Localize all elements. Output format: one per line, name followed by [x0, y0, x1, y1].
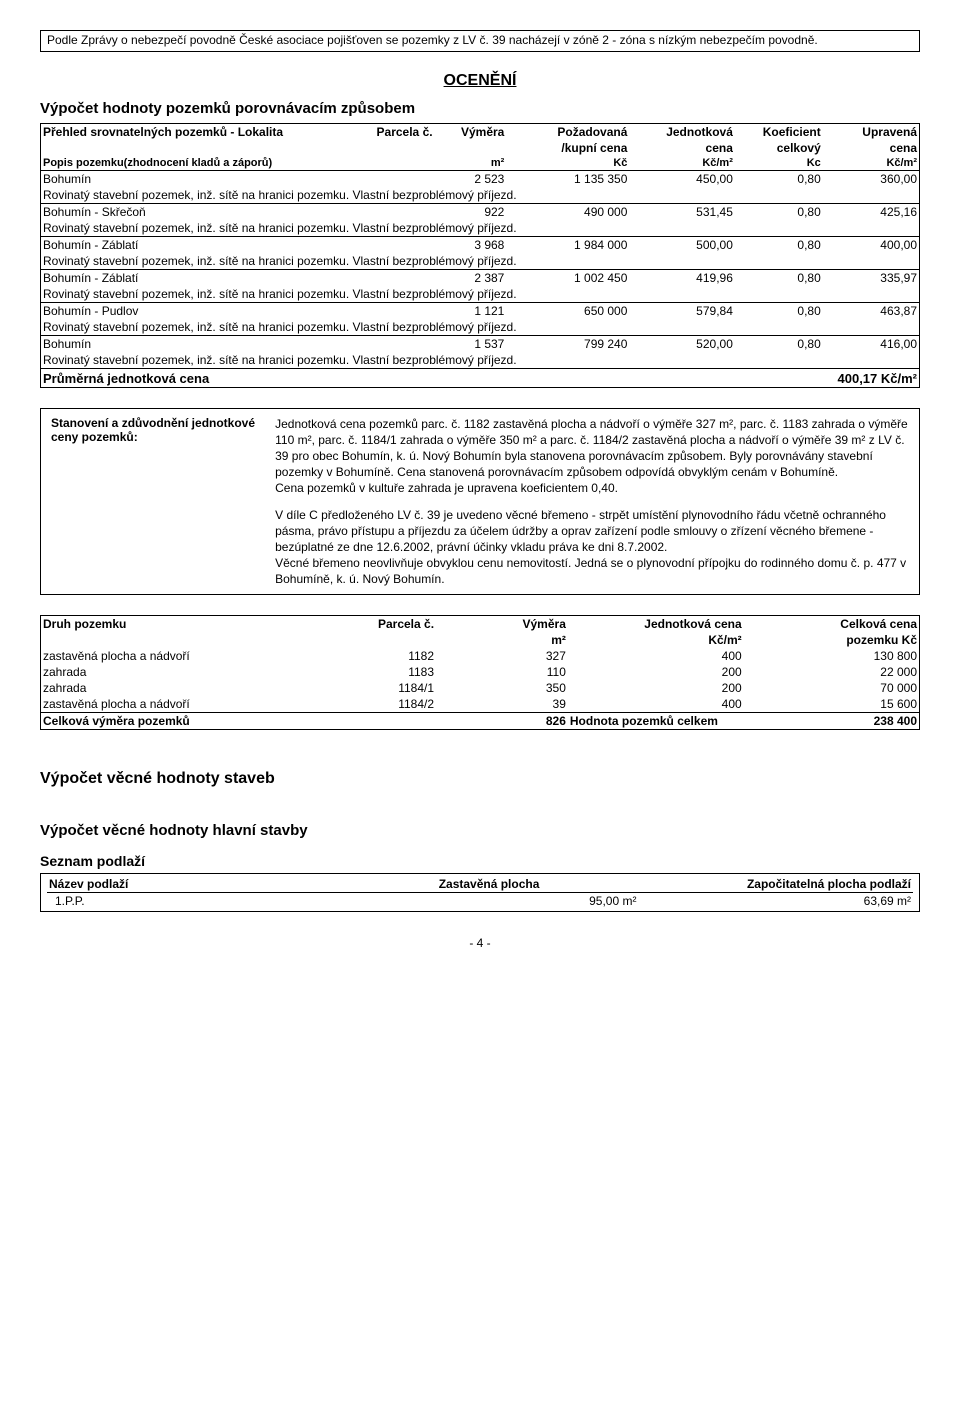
- flood-risk-box: Podle Zprávy o nebezpečí povodně České a…: [40, 30, 920, 52]
- seznam-podlazi-title: Seznam podlaží: [40, 853, 920, 869]
- stan-p2: V díle C předloženého LV č. 39 je uveden…: [275, 507, 909, 556]
- stan-p1b: Cena pozemků v kultuře zahrada je uprave…: [275, 480, 909, 496]
- stanoveni-box: Stanovení a zdůvodnění jednotkové ceny p…: [40, 408, 920, 596]
- stan-label: Stanovení a zdůvodnění jednotkové ceny p…: [51, 416, 255, 444]
- section3-title: Výpočet věcné hodnoty hlavní stavby: [40, 822, 920, 839]
- hdr-upr: Upravená: [823, 123, 920, 140]
- parcel-table: Druh pozemku Parcela č. Výměra Jednotkov…: [40, 615, 920, 730]
- hdr-name: Přehled srovnatelných pozemků - Lokalita: [41, 123, 375, 140]
- hdr-koef: Koeficient: [735, 123, 823, 140]
- section1-title: Výpočet hodnoty pozemků porovnávacím způ…: [40, 100, 920, 117]
- comparison-table: Přehled srovnatelných pozemků - Lokalita…: [40, 123, 920, 388]
- hdr-jedn: Jednotková: [629, 123, 734, 140]
- hdr-pozad: Požadovaná: [506, 123, 629, 140]
- stan-p1: Jednotková cena pozemků parc. č. 1182 za…: [275, 416, 909, 481]
- avg-label: Průměrná jednotková cena: [41, 368, 735, 387]
- avg-value: 400,17 Kč/m²: [735, 368, 920, 387]
- flood-risk-text: Podle Zprávy o nebezpečí povodně České a…: [47, 33, 913, 49]
- page-number: - 4 -: [40, 936, 920, 950]
- hdr-parcela: Parcela č.: [375, 123, 437, 140]
- floor-table: Název podlaží Zastavěná plocha Započitat…: [40, 873, 920, 912]
- section2-title: Výpočet věcné hodnoty staveb: [40, 770, 920, 788]
- oceneni-title: OCENĚNÍ: [40, 72, 920, 90]
- row-name: Bohumín: [41, 170, 375, 187]
- stan-p2b: Věcné břemeno neovlivňuje obvyklou cenu …: [275, 555, 909, 587]
- hdr-vymera: Výměra: [436, 123, 506, 140]
